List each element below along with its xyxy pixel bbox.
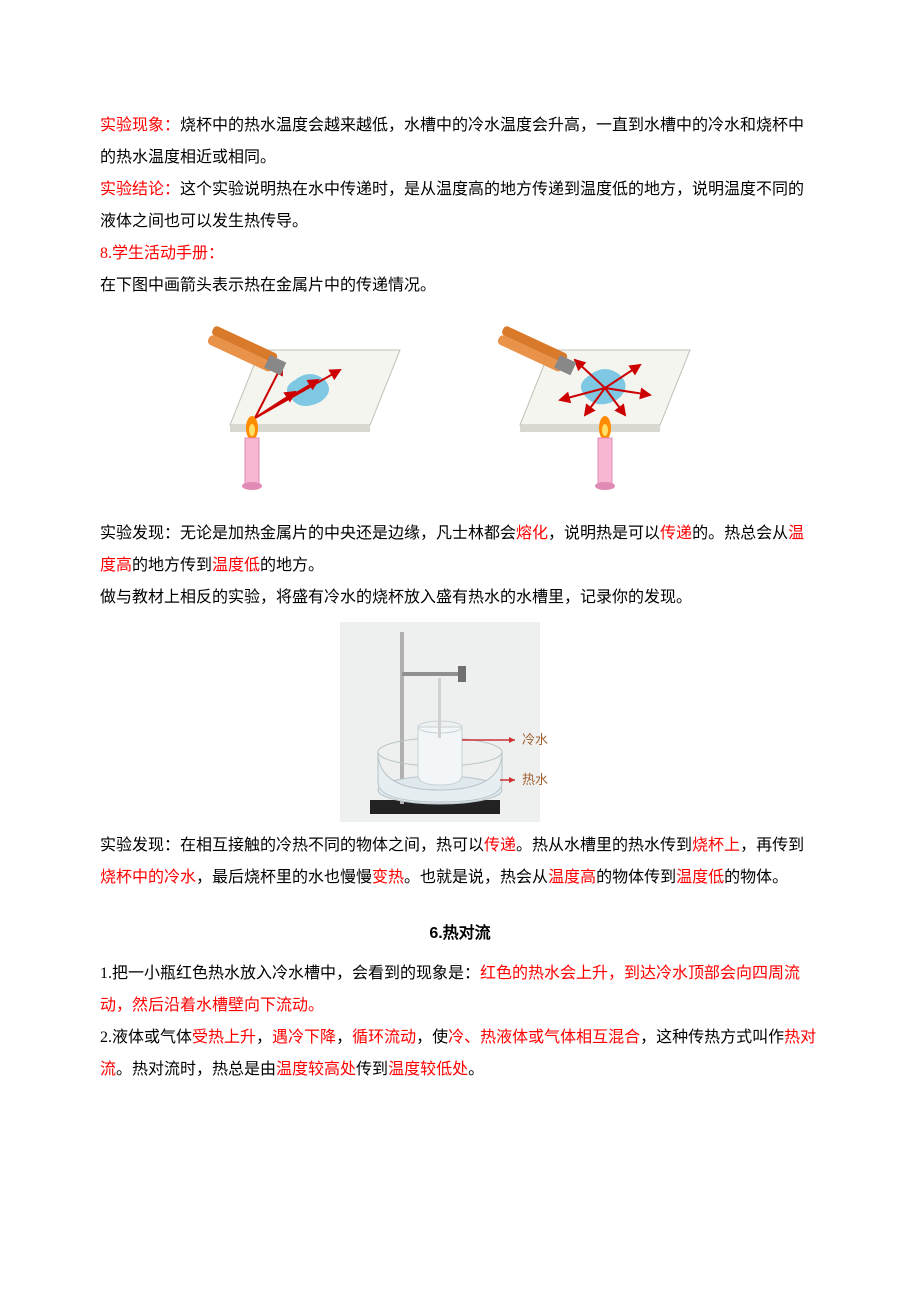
text-conclusion: 这个实验说明热在水中传递时，是从温度高的地方传递到温度低的地方，说明温度不同的液…	[100, 181, 804, 230]
t: 。	[468, 1061, 484, 1078]
convection-point-1: 1.把一小瓶红色热水放入冷水槽中，会看到的现象是：红色的热水会上升，到达冷水顶部…	[100, 958, 820, 1022]
label-conclusion: 实验结论：	[100, 181, 180, 198]
metal-plate-center-heating	[490, 310, 720, 510]
water-bath-image: 冷水 热水	[100, 622, 820, 822]
h: 传递	[484, 837, 516, 854]
t: 的物体传到	[596, 869, 676, 886]
activity-manual-heading: 8.学生活动手册：	[100, 238, 820, 270]
t: 。也就是说，热会从	[404, 869, 548, 886]
t: ，使	[416, 1029, 448, 1046]
text-phenomenon: 烧杯中的热水温度会越来越低，水槽中的冷水温度会升高，一直到水槽中的冷水和烧杯中的…	[100, 117, 804, 166]
h: 温度高	[548, 869, 596, 886]
t: 的地方传到	[132, 557, 212, 574]
text: 做与教材上相反的实验，将盛有冷水的烧杯放入盛有热水的水槽里，记录你的发现。	[100, 589, 692, 606]
h: 烧杯中的冷水	[100, 869, 196, 886]
t: 实验发现：无论是加热金属片的中央还是边缘，凡士林都会	[100, 525, 516, 542]
h: 遇冷下降	[272, 1029, 336, 1046]
metal-plate-edge-heating	[200, 310, 430, 510]
finding-water-bath: 实验发现：在相互接触的冷热不同的物体之间，热可以传递。热从水槽里的热水传到烧杯上…	[100, 830, 820, 894]
h: 变热	[372, 869, 404, 886]
h: 温度低	[676, 869, 724, 886]
finding-metal-plate: 实验发现：无论是加热金属片的中央还是边缘，凡士林都会熔化，说明热是可以传递的。热…	[100, 518, 820, 582]
t: ，	[256, 1029, 272, 1046]
arrow-instruction: 在下图中画箭头表示热在金属片中的传递情况。	[100, 270, 820, 302]
h: 温度较高处	[276, 1061, 356, 1078]
h: 烧杯上	[692, 837, 740, 854]
h: 温度较低处	[388, 1061, 468, 1078]
page: 实验现象：烧杯中的热水温度会越来越低，水槽中的冷水温度会升高，一直到水槽中的冷水…	[0, 0, 920, 1302]
cold-water-label: 冷水	[522, 732, 548, 747]
t: 的。热总会从	[692, 525, 788, 542]
t: ，	[336, 1029, 352, 1046]
t: 1.把一小瓶红色热水放入冷水槽中，会看到的现象是：	[100, 965, 480, 982]
experiment-phenomenon: 实验现象：烧杯中的热水温度会越来越低，水槽中的冷水温度会升高，一直到水槽中的冷水…	[100, 110, 820, 174]
t: ，这种传热方式叫作	[640, 1029, 784, 1046]
t: 2.液体或气体	[100, 1029, 192, 1046]
h: 循环流动	[352, 1029, 416, 1046]
t: 传到	[356, 1061, 388, 1078]
t: ，最后烧杯里的水也慢慢	[196, 869, 372, 886]
h: 熔化	[516, 525, 548, 542]
h: 受热上升	[192, 1029, 256, 1046]
label-activity: 8.学生活动手册：	[100, 245, 224, 262]
h: 温度低	[212, 557, 260, 574]
label-phenomenon: 实验现象：	[100, 117, 180, 134]
hot-water-label: 热水	[522, 772, 548, 787]
t: ，说明热是可以	[548, 525, 660, 542]
section-title: 6.热对流	[429, 925, 490, 942]
convection-point-2: 2.液体或气体受热上升，遇冷下降，循环流动，使冷、热液体或气体相互混合，这种传热…	[100, 1022, 820, 1086]
h: 传递	[660, 525, 692, 542]
t: 。热对流时，热总是由	[116, 1061, 276, 1078]
text-arrow-instruction: 在下图中画箭头表示热在金属片中的传递情况。	[100, 277, 436, 294]
experiment-conclusion: 实验结论：这个实验说明热在水中传递时，是从温度高的地方传递到温度低的地方，说明温…	[100, 174, 820, 238]
t: 的物体。	[724, 869, 788, 886]
t: 实验发现：在相互接触的冷热不同的物体之间，热可以	[100, 837, 484, 854]
section-heading-convection: 6.热对流	[100, 918, 820, 950]
t: 。热从水槽里的热水传到	[516, 837, 692, 854]
metal-plate-images	[100, 310, 820, 510]
t: ，再传到	[740, 837, 804, 854]
h: 冷、热液体或气体相互混合	[448, 1029, 640, 1046]
reverse-experiment-instruction: 做与教材上相反的实验，将盛有冷水的烧杯放入盛有热水的水槽里，记录你的发现。	[100, 582, 820, 614]
t: 的地方。	[260, 557, 324, 574]
